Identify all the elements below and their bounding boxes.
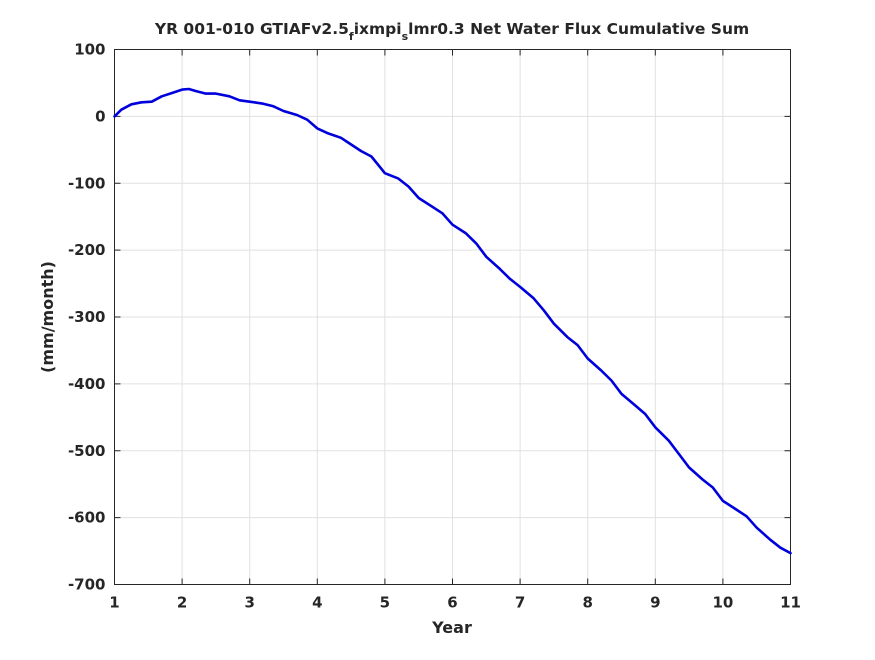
x-tick-label: 11 — [780, 594, 801, 612]
grid-lines — [114, 49, 791, 585]
title-prefix: YR 001-010 GTIAFv2.5 — [154, 20, 349, 38]
series-lines — [113, 87, 792, 555]
x-tick-label: 8 — [582, 594, 592, 612]
y-tick-label: -300 — [68, 308, 106, 326]
y-axis-label: (mm/month) — [38, 261, 57, 373]
x-tick-label: 1 — [109, 594, 119, 612]
title-mid: ixmpi — [354, 20, 402, 38]
y-tick-label: -600 — [68, 509, 106, 527]
y-tick-label: -100 — [68, 174, 106, 192]
x-tick-label: 2 — [177, 594, 187, 612]
x-axis-label: Year — [431, 618, 472, 637]
y-tick-label: -700 — [68, 576, 106, 594]
y-tick-label: -400 — [68, 375, 106, 393]
x-tick-label: 7 — [515, 594, 525, 612]
x-tick-label: 6 — [447, 594, 457, 612]
y-tick-label: -200 — [68, 241, 106, 259]
y-tick-label: 0 — [95, 107, 105, 125]
x-tick-label: 4 — [312, 594, 322, 612]
x-tick-label: 3 — [244, 594, 254, 612]
axis-ticks: 1 2 3 4 5 6 7 8 9 10 11 100 0 -100 -200 -300 -400 -500 -60… — [68, 41, 801, 612]
x-tick-label: 5 — [380, 594, 390, 612]
title-subscript-1: f — [349, 30, 354, 43]
y-tick-label: 100 — [74, 41, 105, 59]
x-tick-label: 10 — [712, 594, 733, 612]
title-subscript-2: s — [402, 30, 409, 43]
series-line-1 — [113, 87, 792, 555]
x-tick-label: 9 — [650, 594, 660, 612]
chart-title: YR 001-010 GTIAFv2.5fixmpislmr0.3 Net Wa… — [154, 20, 749, 43]
y-tick-label: -500 — [68, 442, 106, 460]
title-suffix: lmr0.3 Net Water Flux Cumulative Sum — [408, 20, 749, 38]
